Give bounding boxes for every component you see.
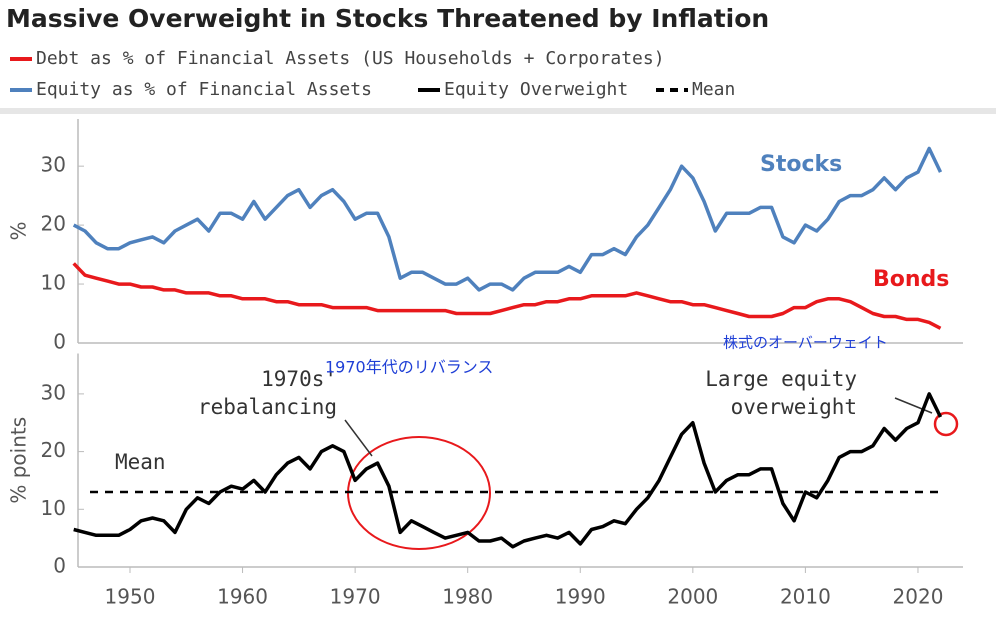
x-tick-label: 2010 xyxy=(780,585,831,609)
y-tick-label: 10 xyxy=(41,271,66,295)
highlight-circle xyxy=(933,411,959,437)
annotation: 1970s' xyxy=(261,367,337,391)
annotation: 1970年代のリバランス xyxy=(325,358,493,377)
x-tick-label: 1980 xyxy=(442,585,493,609)
separator xyxy=(0,108,996,114)
y-tick-label: 20 xyxy=(41,438,66,462)
arrow-line xyxy=(894,397,933,414)
x-tick-label: 1970 xyxy=(330,585,381,609)
y-tick-label: 0 xyxy=(53,554,66,578)
y-tick-label: 10 xyxy=(41,496,66,520)
legend-label: Equity Overweight xyxy=(444,79,628,100)
line-series xyxy=(72,262,942,330)
x-tick-label: 1950 xyxy=(105,585,156,609)
arrow-line xyxy=(344,419,373,457)
line-series xyxy=(72,146,943,292)
annotation: Stocks xyxy=(760,152,842,177)
y-tick-label: 30 xyxy=(41,380,66,404)
annotation: Large equity xyxy=(705,367,857,391)
annotation: overweight xyxy=(731,395,857,419)
y-tick-label: 30 xyxy=(41,153,66,177)
legend-label: Mean xyxy=(692,79,735,100)
chart-title: Massive Overweight in Stocks Threatened … xyxy=(6,4,769,33)
line-series xyxy=(73,392,943,549)
annotation: 株式のオーバーウェイト xyxy=(723,334,888,352)
annotation: rebalancing xyxy=(198,395,337,419)
legend-label: Equity as % of Financial Assets xyxy=(36,79,372,100)
x-tick-label: 1960 xyxy=(217,585,268,609)
y-axis-label: % xyxy=(7,221,31,240)
legend: Debt as % of Financial Assets (US Househ… xyxy=(10,48,735,100)
legend-label: Debt as % of Financial Assets (US Househ… xyxy=(36,48,665,69)
y-tick-label: 0 xyxy=(53,330,66,354)
x-tick-label: 2000 xyxy=(667,585,718,609)
annotation: Mean xyxy=(115,450,166,474)
y-axis-label: % points xyxy=(7,417,31,504)
x-tick-label: 1990 xyxy=(555,585,606,609)
annotation: Bonds xyxy=(873,267,949,292)
y-tick-label: 20 xyxy=(41,212,66,236)
x-tick-label: 2020 xyxy=(893,585,944,609)
